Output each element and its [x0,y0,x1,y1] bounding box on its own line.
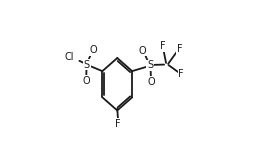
Text: O: O [147,77,155,87]
Text: F: F [115,119,121,129]
Text: F: F [177,44,182,54]
Text: S: S [147,60,153,70]
Text: S: S [84,60,90,70]
Text: O: O [89,45,97,55]
Text: O: O [139,46,147,56]
Text: F: F [160,41,165,51]
Text: Cl: Cl [64,52,74,62]
Text: F: F [178,69,184,79]
Text: O: O [82,76,90,86]
